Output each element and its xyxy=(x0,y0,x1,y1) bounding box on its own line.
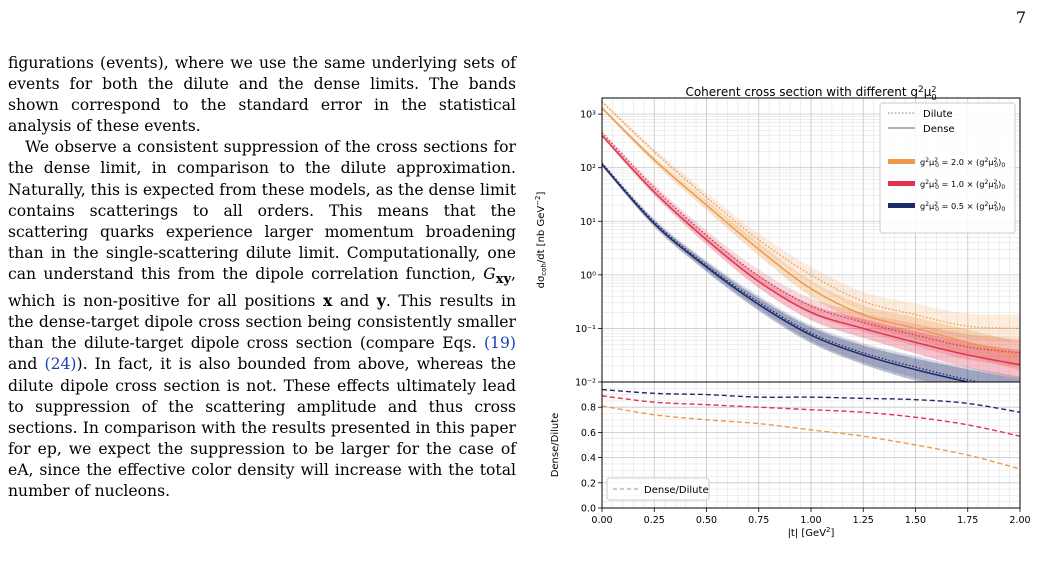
y-tick-label-top: 10⁻² xyxy=(575,378,596,389)
y-tick-label-top: 10⁰ xyxy=(580,270,596,281)
error-bands xyxy=(602,100,1020,382)
top-y-axis-label: dσcoh/dt [nb GeV−2] xyxy=(534,191,548,288)
dense-band-0 xyxy=(602,106,1020,371)
dense-line-1 xyxy=(602,134,1020,366)
ratio-line-2 xyxy=(602,388,1020,413)
legend-label-2x: g2μ2 0 = 2.0 × (g2μ2 0)0 xyxy=(920,157,1005,169)
dense-line-0 xyxy=(602,107,1020,358)
x-tick-label: 0.25 xyxy=(644,515,665,526)
dense-band-1 xyxy=(602,133,1020,380)
x-tick-label: 1.00 xyxy=(800,515,821,526)
cross-section-figure: Coherent cross section with different g2… xyxy=(534,85,1030,539)
y-tick-label-bottom: 0.0 xyxy=(581,504,596,515)
y-tick-label-top: 10⁻¹ xyxy=(575,324,596,335)
dilute-line-2 xyxy=(602,162,981,382)
axis-ticks: 0.00 0.25 0.50 0.75 1.00 1.25 1.50 1.75 2.00 10⁻²… xyxy=(575,110,1030,526)
grid-bottom xyxy=(601,382,1021,509)
paragraph-2-part-d: ). In fact, it is also bounded from abov… xyxy=(8,355,516,500)
legend-ratio-label: Dense/Dilute xyxy=(644,485,709,496)
y-tick-label-bottom: 0.2 xyxy=(581,478,596,489)
paragraph-2-part-b: , which is non-positive for all position… xyxy=(8,264,516,311)
paragraph-2-part-a: We observe a consistent suppression of t… xyxy=(8,138,516,283)
and-word: and xyxy=(339,292,370,311)
dipole-symbol: G xyxy=(483,264,496,283)
y-tick-label-bottom: 0.6 xyxy=(581,428,596,439)
legend-swatch-2x xyxy=(888,159,915,164)
bottom-legend: Dense/Dilute xyxy=(606,477,710,501)
ratio-line-1 xyxy=(602,395,1020,437)
dense-band-2 xyxy=(602,162,1020,382)
x-tick-label: 2.00 xyxy=(1009,515,1030,526)
dilute-band-0 xyxy=(602,100,1020,343)
and-word-2: and xyxy=(8,355,38,374)
eq-ref-24[interactable]: (24) xyxy=(44,355,77,374)
top-legend: Dilute Dense g2μ2 0 = 2.0 × (g2μ2 0)0 g2μ2… xyxy=(879,102,1016,234)
dilute-band-1 xyxy=(602,131,1020,368)
eq-ref-19[interactable]: (19) xyxy=(483,334,516,353)
vector-y: y xyxy=(376,291,386,311)
y-tick-label-bottom: 0.4 xyxy=(581,453,596,464)
bottom-y-axis-label: Dense/Dilute xyxy=(550,413,561,478)
legend-dense-label: Dense xyxy=(923,124,955,135)
x-tick-label: 0.75 xyxy=(748,515,769,526)
ratio-line-0 xyxy=(602,405,1020,470)
grid-top xyxy=(601,97,1021,383)
body-text: figurations (events), where we use the s… xyxy=(8,53,516,502)
page-number: 7 xyxy=(1015,8,1026,27)
paragraph-2: We observe a consistent suppression of t… xyxy=(8,137,516,502)
legend-swatch-1x xyxy=(888,181,915,186)
dipole-subscript: xy xyxy=(495,272,512,288)
x-axis-label: |t| [GeV2] xyxy=(788,526,835,539)
legend-swatch-05x xyxy=(888,203,915,208)
bottom-legend-box xyxy=(606,477,710,501)
dilute-line-1 xyxy=(602,132,1020,354)
dense-line-2 xyxy=(602,163,972,382)
legend-label-05x: g2μ2 0 = 0.5 × (g2μ2 0)0 xyxy=(920,201,1005,213)
series-lines-top xyxy=(602,101,1020,382)
dilute-band-2 xyxy=(602,161,1020,382)
vector-x: x xyxy=(322,291,333,311)
y-tick-label-top: 10² xyxy=(580,163,596,174)
x-tick-label: 1.75 xyxy=(957,515,978,526)
y-tick-label-bottom: 0.8 xyxy=(581,403,596,414)
ratio-lines xyxy=(602,388,1020,470)
paragraph-1: figurations (events), where we use the s… xyxy=(8,54,516,136)
x-tick-label: 0.50 xyxy=(696,515,717,526)
x-tick-label: 1.25 xyxy=(853,515,874,526)
legend-label-1x: g2μ2 0 = 1.0 × (g2μ2 0)0 xyxy=(920,179,1005,191)
x-tick-label: 1.50 xyxy=(905,515,926,526)
y-tick-label-top: 10³ xyxy=(580,110,596,121)
paragraph-2-part-c: . This results in the dense-target dipol… xyxy=(8,292,516,353)
y-tick-label-top: 10¹ xyxy=(580,217,596,228)
legend-dilute-label: Dilute xyxy=(923,109,953,120)
top-legend-box xyxy=(879,102,1016,234)
x-tick-label: 0.00 xyxy=(591,515,612,526)
